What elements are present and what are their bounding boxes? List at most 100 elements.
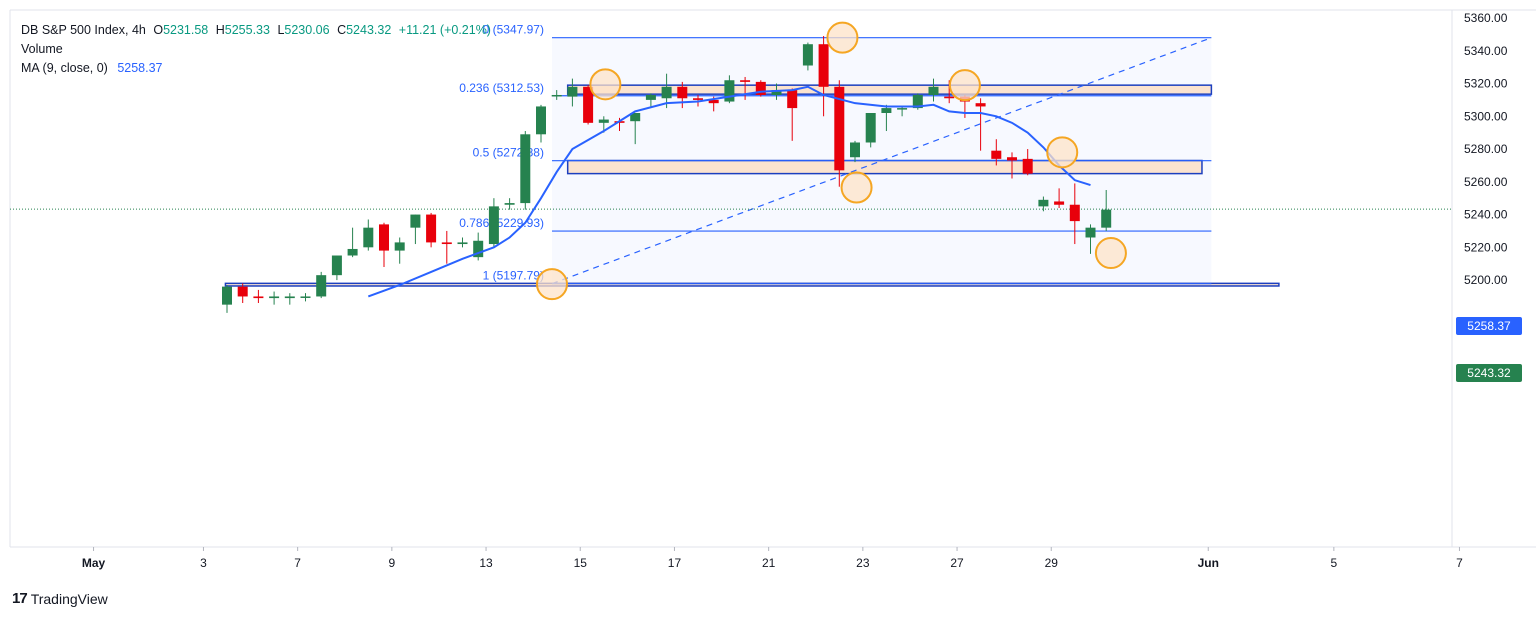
legend-change: +11.21 (+0.21%) xyxy=(398,23,491,37)
x-tick-label: 3 xyxy=(200,556,207,570)
candle-body xyxy=(363,227,374,248)
highlight-marker xyxy=(535,268,568,301)
x-tick-label: 21 xyxy=(762,556,776,570)
y-tick-label: 5340.00 xyxy=(1464,44,1508,58)
x-tick-label: 27 xyxy=(950,556,964,570)
candle-body xyxy=(693,98,703,100)
candle-body xyxy=(1038,199,1049,207)
candle-body xyxy=(661,86,672,99)
tradingview-logo-icon: 17 xyxy=(12,590,28,607)
candle-body xyxy=(740,80,751,82)
legend-ohlc-row: DB S&P 500 Index, 4h O5231.58 H5255.33 L… xyxy=(21,21,491,40)
candle-body xyxy=(598,119,609,123)
y-tick-label: 5320.00 xyxy=(1464,77,1508,91)
candle-body xyxy=(975,103,986,107)
y-tick-label: 5240.00 xyxy=(1464,208,1508,222)
support-resistance-zone xyxy=(566,159,1203,175)
candle-body xyxy=(881,108,892,114)
candle-body xyxy=(755,81,766,95)
candle-body xyxy=(520,134,531,204)
x-tick-label: May xyxy=(82,556,106,570)
highlight-marker xyxy=(1094,237,1127,270)
candle-body xyxy=(300,296,311,298)
y-tick-label: 5360.00 xyxy=(1464,11,1508,25)
candle-body xyxy=(347,248,358,256)
candle-body xyxy=(394,242,405,251)
legend-low-label: L xyxy=(277,23,285,37)
legend-symbol: DB S&P 500 Index, 4h xyxy=(21,23,146,37)
candle-body xyxy=(473,240,484,258)
candle-body xyxy=(787,90,798,109)
candle-body xyxy=(802,44,813,66)
y-tick-label: 5220.00 xyxy=(1464,240,1508,254)
candle-body xyxy=(583,86,594,123)
candle-body xyxy=(441,242,452,245)
candle-body xyxy=(331,255,342,276)
x-tick-label: Jun xyxy=(1198,556,1219,570)
x-tick-label: 9 xyxy=(389,556,396,570)
candle-body xyxy=(991,150,1002,159)
candle-body xyxy=(677,86,688,99)
candle-body xyxy=(504,203,515,205)
x-tick-label: 7 xyxy=(1456,556,1463,570)
candle-body xyxy=(284,296,295,299)
candle-body xyxy=(1101,209,1112,228)
candle-body xyxy=(488,206,499,245)
y-tick-label: 5260.00 xyxy=(1464,175,1508,189)
fib-level-label: 0.5 (5272.88) xyxy=(473,146,544,160)
legend-close-label: C xyxy=(337,23,347,37)
legend-ma-value: 5258.37 xyxy=(117,61,163,75)
candle-body xyxy=(724,80,735,102)
candle-body xyxy=(269,296,280,299)
legend-ma-row: MA (9, close, 0) 5258.37 xyxy=(21,59,491,78)
x-tick-label: 13 xyxy=(479,556,493,570)
legend-low: 5230.06 xyxy=(284,23,330,37)
ma-price-tag: 5258.37 xyxy=(1456,317,1522,335)
legend-close: 5243.32 xyxy=(346,23,392,37)
x-tick-label: 23 xyxy=(856,556,870,570)
highlight-marker xyxy=(589,68,622,101)
candle-body xyxy=(850,142,860,158)
candle-body xyxy=(253,296,264,299)
candle-body xyxy=(1054,201,1065,205)
fib-trend-line xyxy=(551,37,1212,285)
candle-body xyxy=(410,214,421,228)
candle-body xyxy=(708,99,719,104)
fib-level-label: 0.236 (5312.53) xyxy=(459,81,544,95)
fib-level-label: 1 (5197.79) xyxy=(483,269,544,283)
tradingview-brand[interactable]: 17 TradingView xyxy=(12,590,108,607)
highlight-marker xyxy=(948,69,981,102)
fib-level-label: 0.786 (5229.93) xyxy=(459,216,544,230)
fib-level-label: 0 (5347.97) xyxy=(483,23,544,37)
legend-open-label: O xyxy=(153,23,164,37)
candle-body xyxy=(237,286,248,297)
highlight-marker xyxy=(840,171,873,204)
candle-body xyxy=(1069,204,1080,222)
candle-body xyxy=(645,94,656,100)
y-tick-label: 5200.00 xyxy=(1464,273,1508,287)
last-price-tag: 5243.32 xyxy=(1456,364,1522,382)
x-tick-label: 7 xyxy=(294,556,301,570)
legend-high-label: H xyxy=(215,23,225,37)
x-tick-label: 17 xyxy=(668,556,682,570)
candle-body xyxy=(1022,158,1033,174)
candle-body xyxy=(1007,157,1017,161)
tradingview-name: TradingView xyxy=(30,590,108,607)
candle-body xyxy=(771,90,782,95)
legend-high: 5255.33 xyxy=(224,23,270,37)
candle-body xyxy=(457,242,468,245)
candle-body xyxy=(912,94,923,109)
legend-ma-label: MA (9, close, 0) xyxy=(21,61,108,75)
candle-body xyxy=(551,94,562,97)
candle-body xyxy=(865,113,876,143)
candle-body xyxy=(944,96,955,99)
candle-body xyxy=(897,108,908,110)
candle-body xyxy=(818,44,829,87)
y-tick-label: 5300.00 xyxy=(1464,109,1508,123)
candle-body xyxy=(834,86,845,171)
moving-average-line xyxy=(367,85,1091,298)
candle-body xyxy=(1085,227,1096,238)
x-tick-label: 29 xyxy=(1045,556,1059,570)
candle-body xyxy=(426,214,437,243)
